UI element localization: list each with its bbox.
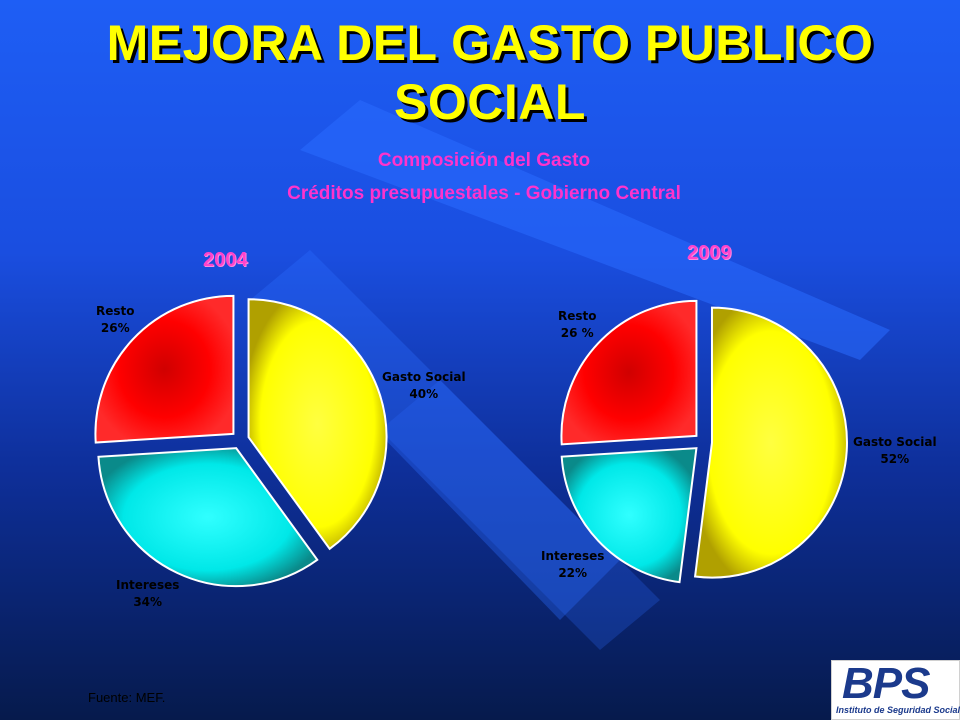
pie-2009-slice-gasto-social xyxy=(693,306,848,579)
bps-logo: BPS Instituto de Seguridad Social xyxy=(831,659,960,720)
pie-2004-label-intereses: Intereses 34% xyxy=(116,578,180,609)
pie-2009-slice-intereses xyxy=(560,447,698,584)
chart-title: Composición del Gasto xyxy=(377,150,591,171)
pie-2009-label-gasto-social: Gasto Social 52% xyxy=(853,435,937,466)
slide-title-line-1: MEJORA DEL GASTO PUBLICO xyxy=(106,15,874,71)
pie-2009-slice-resto xyxy=(560,299,698,446)
pie-2009-label-intereses: Intereses 22% xyxy=(541,549,605,580)
pie-2004 xyxy=(94,294,388,588)
pie-2004-label-resto: Resto 26% xyxy=(96,304,135,335)
bps-logo-text: BPS xyxy=(842,659,930,708)
pie-2004-slice-resto xyxy=(94,294,235,444)
chart-subtitle: Créditos presupuestales - Gobierno Centr… xyxy=(287,183,681,204)
pie-2009-label-resto: Resto 26 % xyxy=(558,309,597,340)
pie-2009-year-label: 2009 xyxy=(687,242,732,264)
bps-logo-subtitle: Instituto de Seguridad Social xyxy=(836,705,960,715)
slide-title-line-2: SOCIAL xyxy=(394,74,586,130)
pie-2004-slice-gasto-social xyxy=(247,298,388,551)
pie-2004-year-label: 2004 xyxy=(203,249,248,271)
pie-2009 xyxy=(560,299,848,584)
pie-2004-slice-intereses xyxy=(97,447,319,588)
source-note: Fuente: MEF. xyxy=(88,690,166,705)
pie-2004-label-gasto-social: Gasto Social 40% xyxy=(382,370,466,401)
